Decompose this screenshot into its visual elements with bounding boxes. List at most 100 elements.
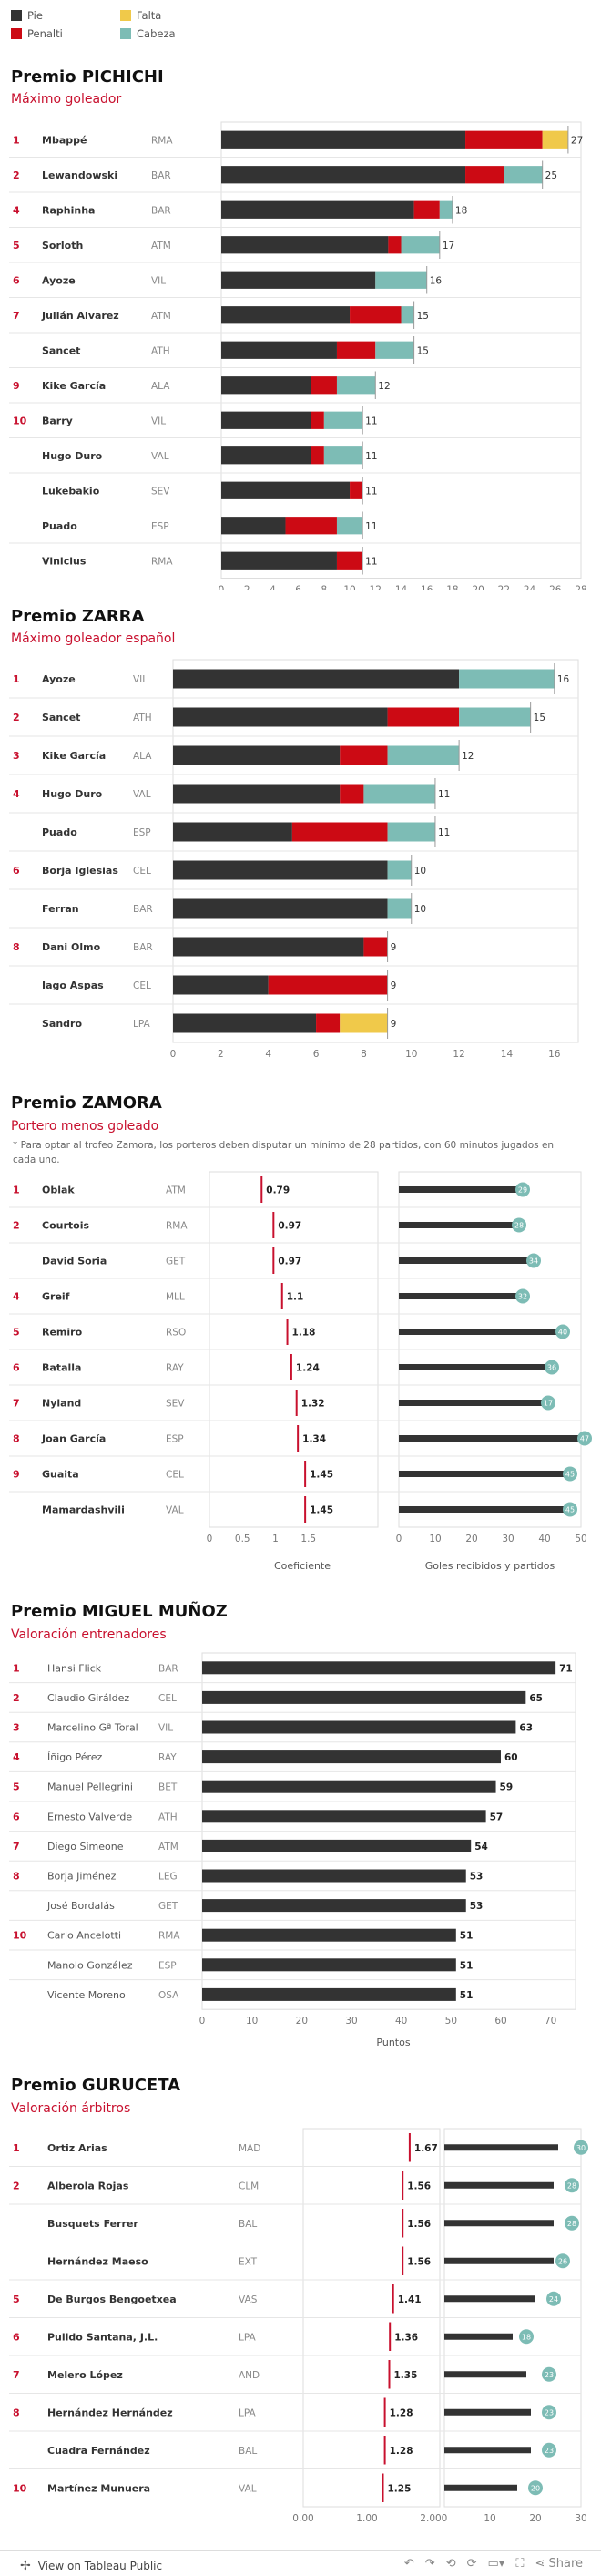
fullscreen-icon[interactable]: ⛶ [515, 2557, 525, 2571]
forward-icon[interactable]: ⟳ [466, 2557, 477, 2571]
redo-icon[interactable]: ↷ [424, 2557, 435, 2571]
x-tick-label: 14 [501, 1049, 514, 1060]
bar-segment-pie [221, 200, 414, 219]
player-name-label: Oblak [42, 1185, 75, 1196]
rank-label: 6 [13, 2331, 20, 2343]
rank-label: 2 [13, 2180, 20, 2191]
coef-label: 1.56 [407, 2181, 431, 2191]
team-label: GET [158, 1901, 178, 1912]
bar-segment-cabeza [459, 707, 531, 727]
bar-segment-penalti [311, 446, 324, 465]
view-on-tableau-link[interactable]: ✢ View on Tableau Public [20, 2559, 162, 2573]
legend-item-cabeza[interactable]: Cabeza [120, 27, 176, 40]
player-name-label: Íñigo Pérez [47, 1751, 103, 1763]
rank-label: 10 [13, 415, 27, 426]
munoz-subtitle: Valoración entrenadores [11, 1627, 167, 1642]
team-label: MAD [239, 2143, 260, 2154]
partidos-label: 40 [558, 1329, 567, 1337]
bar-segment-cabeza [336, 376, 376, 395]
value-bar [444, 2181, 554, 2189]
total-label: 11 [438, 827, 450, 838]
revert-icon[interactable]: ⟲ [445, 2557, 456, 2571]
player-name-label: Cuadra Fernández [47, 2445, 150, 2457]
total-label: 9 [391, 980, 397, 991]
partidos-label: 34 [529, 1257, 538, 1266]
points-bar [202, 1810, 486, 1823]
bar-segment-cabeza [401, 306, 414, 324]
rank-label: 6 [13, 1811, 20, 1822]
total-label: 11 [365, 416, 377, 426]
bar-segment-pie [221, 376, 311, 395]
pichichi-subtitle: Máximo goleador [11, 92, 122, 107]
player-name-label: Claudio Giráldez [47, 1692, 129, 1704]
x2-axis-title: Goles recibidos y partidos [425, 1560, 555, 1572]
partidos-label: 28 [567, 2220, 576, 2228]
rank-label: 4 [13, 788, 20, 800]
x-tick-label: 4 [265, 1049, 271, 1060]
partidos-label: 32 [518, 1293, 527, 1301]
x-tick-label: 6 [295, 585, 301, 591]
device-preview-icon[interactable]: ▭▾ [487, 2557, 505, 2571]
munoz-title: Premio MIGUEL MUÑOZ [11, 1602, 228, 1621]
total-label: 27 [571, 135, 583, 146]
points-bar [202, 1720, 516, 1734]
x-tick-label: 20 [472, 585, 484, 591]
rank-label: 2 [13, 1220, 20, 1232]
bar-segment-cabeza [387, 745, 460, 765]
team-label: RAY [158, 1752, 177, 1763]
partidos-dot [542, 2405, 556, 2420]
bar-segment-pie [221, 271, 376, 289]
partidos-label: 29 [518, 1186, 527, 1195]
bar-segment-penalti [336, 341, 376, 359]
partidos-label: 18 [522, 2333, 531, 2341]
bar-segment-cabeza [387, 860, 412, 880]
x-tick-label: 26 [549, 585, 562, 591]
player-name-label: Pulido Santana, J.L. [47, 2331, 158, 2343]
total-label: 11 [365, 521, 377, 532]
munoz-chart: 1 Hansi Flick BAR 712 Claudio Giráldez CEL 653… [9, 1652, 576, 2048]
undo-icon[interactable]: ↶ [403, 2557, 414, 2571]
partidos-dot [526, 1253, 541, 1268]
partidos-label: 20 [531, 2484, 540, 2492]
rank-label: 1 [13, 673, 20, 685]
zamora-subtitle: Portero menos goleado [11, 1119, 159, 1134]
legend-item-penalti[interactable]: Penalti [11, 27, 63, 40]
rank-label: 3 [13, 750, 20, 762]
share-button[interactable]: ⋖ Share [535, 2557, 583, 2571]
team-label: VAL [133, 789, 151, 800]
rank-label: 9 [13, 1469, 20, 1481]
team-label: OSA [158, 1990, 179, 2001]
points-label: 63 [519, 1723, 533, 1734]
bar-segment-penalti [387, 707, 460, 727]
x2-tick-label: 20 [465, 1534, 477, 1545]
coef-label: 1.28 [390, 2446, 413, 2457]
x2-tick-label: 40 [538, 1534, 550, 1545]
total-label: 12 [462, 751, 474, 762]
rank-label: 4 [13, 204, 20, 216]
player-name-label: Sandro [42, 1018, 82, 1030]
coef-label: 1.18 [292, 1328, 316, 1339]
share-icon: ⋖ [535, 2557, 545, 2571]
bar-segment-pie [173, 822, 292, 842]
team-label: ESP [158, 1960, 177, 1971]
partidos-dot [542, 2366, 556, 2382]
bar-segment-pie [173, 975, 269, 995]
zamora-title: Premio ZAMORA [11, 1093, 162, 1113]
team-label: ATM [151, 241, 171, 251]
player-name-label: Dani Olmo [42, 941, 101, 953]
bar-segment-pie [173, 860, 388, 880]
team-label: ESP [133, 827, 151, 838]
legend-item-falta[interactable]: Falta [120, 9, 161, 22]
partidos-dot [515, 1182, 530, 1197]
partidos-label: 28 [514, 1222, 524, 1230]
bar-segment-falta [542, 130, 568, 149]
goles-bar [399, 1364, 552, 1370]
legend-item-pie[interactable]: Pie [11, 9, 43, 22]
bar-segment-penalti [311, 411, 324, 429]
rank-label: 6 [13, 274, 20, 286]
x-tick-label: 0.5 [235, 1534, 250, 1545]
rank-label: 10 [13, 2482, 27, 2494]
coef-label: 1.67 [414, 2143, 438, 2154]
player-name-label: Raphinha [42, 204, 95, 216]
team-label: CEL [133, 980, 151, 991]
